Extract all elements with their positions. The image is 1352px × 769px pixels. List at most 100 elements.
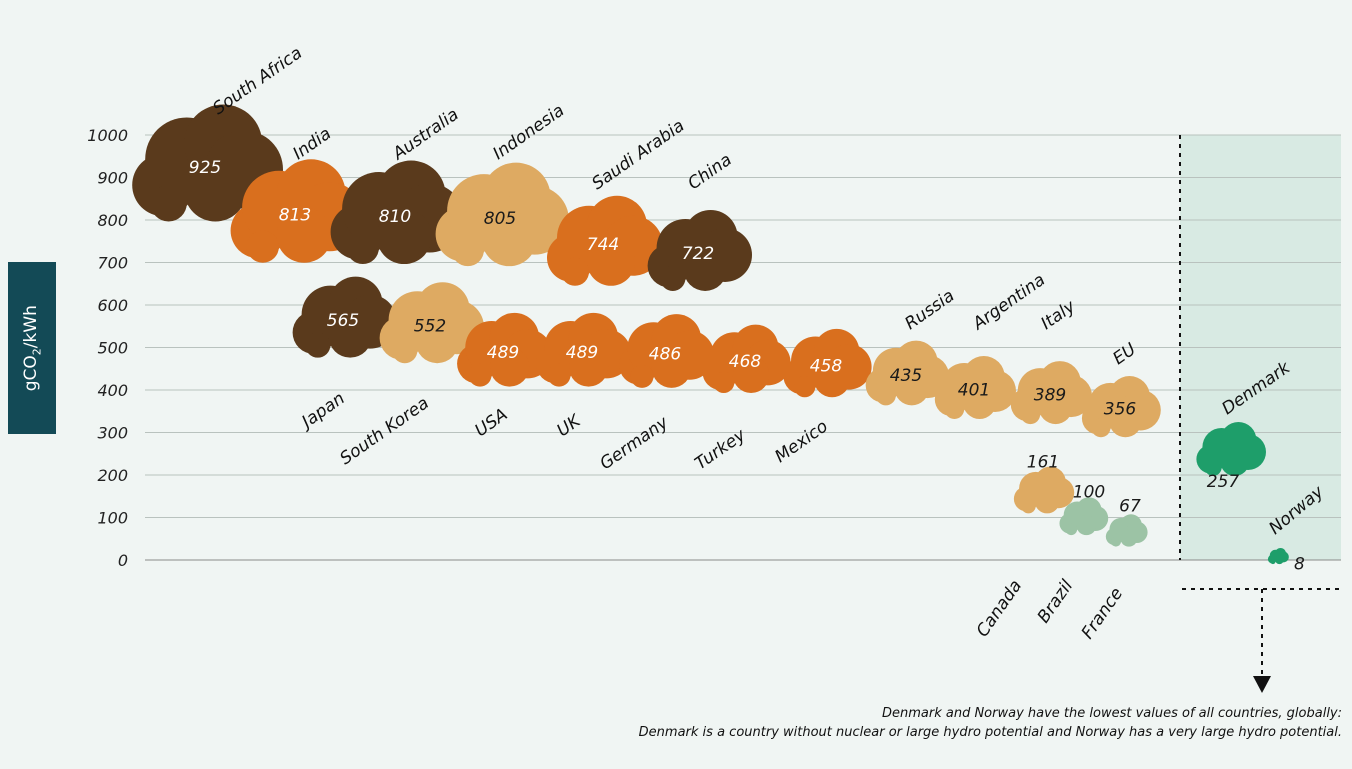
value-label: 552	[414, 316, 446, 336]
y-tick-label: 1000	[87, 126, 128, 145]
cloud-lobe	[683, 247, 727, 291]
cloud-lobe	[184, 159, 247, 222]
cloud-lobe	[489, 347, 530, 387]
y-tick-label: 100	[97, 509, 128, 528]
y-tick-label: 600	[97, 296, 128, 315]
cloud-lobe	[813, 360, 851, 398]
cloud-usa: 489 USA	[457, 312, 553, 441]
y-tick-label: 500	[97, 339, 128, 358]
cloud-lobe	[1021, 498, 1036, 514]
value-label: 257	[1207, 472, 1240, 492]
country-label: China	[684, 150, 735, 194]
country-label: Canada	[973, 576, 1026, 640]
value-label: 489	[487, 343, 519, 363]
cloud-lobe	[1034, 488, 1060, 514]
country-label: Argentina	[969, 270, 1049, 335]
cloud-lobe	[276, 207, 332, 263]
value-label: 722	[682, 244, 714, 264]
value-label: 468	[729, 352, 762, 372]
cloud-italy: 389 Italy	[1010, 296, 1092, 425]
cloud-lobe	[150, 185, 187, 222]
country-label: South Africa	[209, 43, 306, 119]
value-label: 401	[958, 381, 990, 401]
value-label: 100	[1073, 483, 1105, 503]
cloud-lobe	[561, 257, 589, 286]
cloud-lobe	[451, 233, 484, 267]
cloud-lobe	[346, 231, 379, 265]
cloud-lobe	[875, 385, 896, 406]
cloud-lobe	[468, 363, 492, 387]
footnote: Denmark and Norway have the lowest value…	[639, 704, 1342, 742]
value-label: 925	[189, 158, 221, 178]
cloud-lobe	[1091, 418, 1111, 438]
cloud-lobe	[305, 332, 331, 358]
cloud-lobe	[392, 338, 418, 364]
y-axis-label-box	[8, 262, 56, 434]
country-label: France	[1078, 584, 1128, 643]
cloud-lobe	[713, 371, 735, 394]
value-label: 161	[1027, 453, 1059, 473]
arrow-head-icon	[1253, 676, 1271, 693]
cloud-lobe	[376, 208, 432, 265]
cloud-lobe	[944, 399, 965, 419]
value-label: 458	[810, 356, 843, 376]
value-label: 486	[649, 344, 682, 364]
cloud-lobe	[547, 363, 571, 387]
cloud-lobe	[1120, 529, 1138, 547]
country-label: India	[289, 124, 335, 164]
value-label: 744	[587, 235, 619, 255]
country-label: Mexico	[771, 416, 831, 467]
cloud-uk: 489 UK	[536, 312, 632, 441]
country-label: Russia	[901, 286, 958, 334]
cloud-china: 722 China	[647, 150, 752, 291]
y-tick-label: 300	[97, 424, 128, 443]
value-label: 8	[1294, 555, 1305, 575]
cloud-eu: 356 EU	[1081, 339, 1161, 438]
country-label: Italy	[1037, 296, 1079, 334]
value-label: 813	[279, 205, 311, 225]
cloud-lobe	[328, 314, 372, 358]
y-tick-label: 0	[118, 551, 128, 570]
cloud-lobe	[1076, 514, 1097, 536]
cloud-lobe	[894, 370, 930, 406]
country-label: Saudi Arabia	[588, 116, 688, 194]
cloud-lobe	[1110, 536, 1121, 547]
cloud-lobe	[1109, 404, 1142, 438]
cloud-lobe	[1020, 404, 1041, 425]
cloud-lobe	[587, 237, 635, 286]
value-label: 489	[566, 343, 598, 363]
value-label: 435	[890, 366, 922, 386]
cloud-lobe	[660, 265, 686, 291]
y-tick-label: 400	[97, 381, 128, 400]
value-label: 565	[327, 311, 359, 331]
country-label: EU	[1109, 339, 1140, 369]
country-label: South Korea	[336, 393, 432, 469]
value-label: 805	[484, 209, 516, 229]
value-label: 389	[1034, 386, 1066, 406]
footnote-line-2: Denmark is a country without nuclear or …	[638, 725, 1342, 740]
cloud-lobe	[1204, 459, 1222, 476]
country-label: Germany	[596, 412, 672, 474]
cloud-lobe	[732, 356, 770, 394]
cloud-lobe	[1275, 555, 1284, 565]
cloud-lobe	[794, 375, 816, 398]
cloud-lobe	[630, 364, 654, 388]
value-label: 810	[379, 207, 411, 227]
y-tick-label: 800	[97, 211, 128, 230]
cloud-lobe	[246, 230, 279, 263]
y-tick-label: 200	[97, 466, 128, 485]
y-tick-label: 900	[97, 169, 128, 188]
country-label: Japan	[296, 389, 349, 434]
country-label: USA	[471, 405, 511, 441]
value-label: 356	[1104, 400, 1137, 420]
cloud-lobe	[1220, 447, 1250, 476]
y-ticks: 0 100 200 300 400 500 600 700 800 900 1000	[87, 126, 128, 570]
cloud-lobe	[568, 347, 609, 387]
cloud-lobe	[481, 210, 537, 267]
y-tick-label: 700	[97, 254, 128, 273]
cloud-japan: 565 Japan	[292, 276, 397, 434]
cloud-lobe	[1065, 523, 1078, 536]
country-label: UK	[553, 410, 585, 441]
country-label: Indonesia	[489, 101, 568, 165]
